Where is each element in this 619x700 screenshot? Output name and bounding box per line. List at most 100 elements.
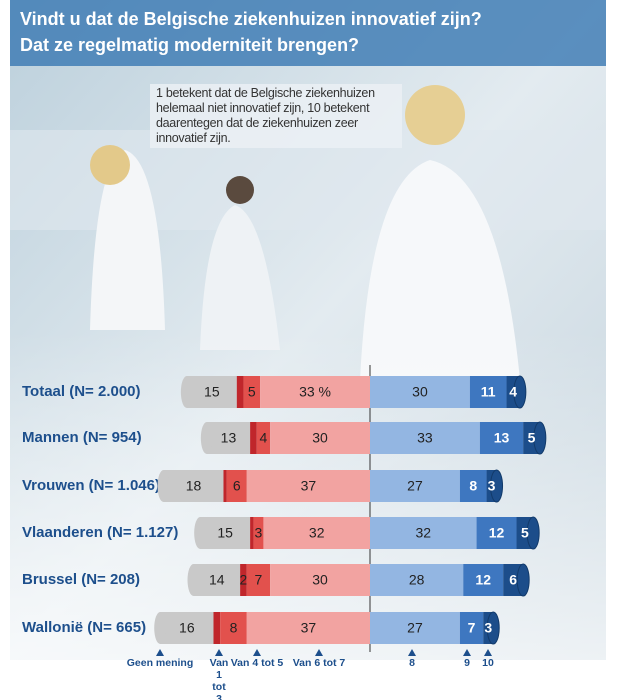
value-label: 12 (475, 572, 491, 588)
bar-cap (516, 563, 530, 597)
legend-label: Geen mening (127, 657, 194, 669)
person-shape (90, 150, 165, 330)
note: 1 betekent dat de Belgische ziekenhuizen… (150, 84, 402, 148)
person-head (90, 145, 130, 185)
bar-segment (459, 470, 487, 502)
bar-segment (270, 422, 370, 454)
legend-marker (253, 649, 261, 656)
row-label: Mannen (N= 954) (22, 429, 142, 446)
bar-cap (486, 611, 500, 645)
value-label: 28 (409, 572, 425, 588)
value-label: 3 (484, 620, 492, 636)
value-label: 27 (407, 620, 423, 636)
title-band (10, 0, 606, 66)
value-label: 5 (528, 430, 536, 446)
legend-marker (484, 649, 492, 656)
value-label: 33 % (299, 384, 331, 400)
person-head (226, 176, 254, 204)
chart-title: Vindt u dat de Belgische ziekenhuizen in… (20, 9, 482, 29)
bar-segment (160, 612, 214, 644)
row-label: Vrouwen (N= 1.046) (22, 477, 160, 494)
bar-segment (370, 470, 460, 502)
value-label: 15 (204, 384, 220, 400)
bar-segment (250, 517, 254, 549)
bar-segment (246, 612, 370, 644)
bar-cap (154, 612, 167, 644)
bar-segment (220, 612, 247, 644)
value-label: 15 (217, 525, 233, 541)
bar-segment (253, 517, 264, 549)
value-label: 6 (233, 478, 241, 494)
value-label: 16 (179, 620, 195, 636)
value-label: 3 (255, 525, 263, 541)
person-shape (200, 205, 280, 350)
value-label: 7 (255, 572, 263, 588)
chart-subtitle: Dat ze regelmatig moderniteit brengen? (20, 35, 359, 55)
bar-segment (246, 564, 271, 596)
value-label: 5 (248, 384, 256, 400)
legend-label: Van 4 tot 5 (231, 657, 284, 669)
bar-segment (163, 470, 224, 502)
bar-cap (157, 470, 170, 502)
bar-segment (243, 376, 261, 408)
bar-segment (246, 470, 370, 502)
bar-cap (526, 516, 540, 550)
bar-segment (463, 564, 504, 596)
bar-segment (479, 422, 524, 454)
value-label: 37 (301, 620, 317, 636)
bar-cap (180, 376, 193, 408)
value-label: 5 (521, 525, 529, 541)
value-label: 8 (469, 478, 477, 494)
value-label: 14 (209, 572, 225, 588)
bar-segment (459, 612, 484, 644)
bar-segment (236, 376, 244, 408)
value-label: 18 (186, 478, 202, 494)
person-head (405, 85, 465, 145)
bar-cap (194, 517, 207, 549)
bar-segment (370, 612, 460, 644)
row-label: Brussel (N= 208) (22, 571, 140, 588)
bar-cap (187, 564, 200, 596)
value-label: 33 (417, 430, 433, 446)
bar-segment (256, 422, 271, 454)
bar-segment (206, 422, 251, 454)
value-label: 30 (312, 572, 328, 588)
bar-segment (240, 564, 247, 596)
value-label: 37 (301, 478, 317, 494)
legend-label: 8 (409, 657, 415, 669)
bar-cap (513, 375, 527, 409)
value-label: 27 (407, 478, 423, 494)
value-label: 32 (415, 525, 431, 541)
value-label: 11 (481, 384, 496, 400)
value-label: 13 (494, 430, 510, 446)
legend-marker (215, 649, 223, 656)
legend-label: 10 (482, 657, 494, 669)
value-label: 30 (412, 384, 428, 400)
row-label: Vlaanderen (N= 1.127) (22, 524, 178, 541)
value-label: 2 (240, 572, 248, 588)
legend-marker (156, 649, 164, 656)
value-label: 32 (309, 525, 325, 541)
bar-cap (533, 421, 547, 455)
bar-cap (490, 469, 504, 503)
bar-segment (270, 564, 370, 596)
bar-segment (370, 517, 477, 549)
bar-segment (370, 376, 470, 408)
row-label: Totaal (N= 2.000) (22, 383, 141, 400)
row-label: Wallonië (N= 665) (22, 619, 146, 636)
legend-marker (408, 649, 416, 656)
bar-segment (250, 422, 257, 454)
legend-label: Van 1 tot 3 (210, 657, 229, 700)
value-label: 4 (260, 430, 268, 446)
bar-segment (226, 470, 247, 502)
bar-segment (469, 376, 507, 408)
value-label: 30 (312, 430, 328, 446)
value-label: 12 (489, 525, 505, 541)
bar-cap (200, 422, 213, 454)
bar-segment (370, 564, 464, 596)
legend-marker (463, 649, 471, 656)
legend-label: 9 (464, 657, 470, 669)
bar-segment (263, 517, 370, 549)
bar-segment (193, 564, 241, 596)
legend-label: Van 6 tot 7 (293, 657, 346, 669)
